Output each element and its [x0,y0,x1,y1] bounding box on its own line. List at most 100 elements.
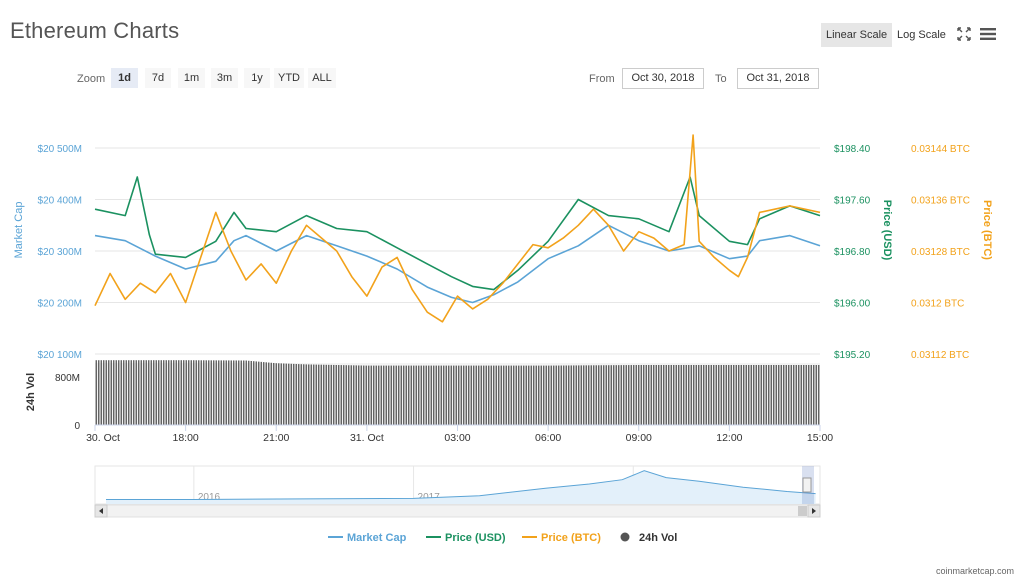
log-scale-button[interactable]: Log Scale [897,29,946,41]
volume-bar [158,360,160,425]
volume-bar [238,360,240,425]
page-title: Ethereum Charts [10,18,180,43]
volume-bar [440,365,442,425]
volume-bar [288,363,290,425]
linear-scale-button[interactable]: Linear Scale [821,23,893,47]
volume-bar [525,365,527,425]
volume-bar [568,365,570,425]
volume-bar [460,365,462,425]
volume-bar [323,364,325,425]
volume-bar [628,365,630,425]
volume-bar [418,365,420,425]
volume-bar [145,360,147,425]
volume-bar [123,360,125,425]
zoom-1y-button[interactable]: 1y [244,68,270,88]
volume-bar [615,365,617,425]
volume-bar [588,365,590,425]
volume-bar [618,365,620,425]
tick-label-price-usd: $195.20 [834,350,871,361]
volume-bar [398,365,400,425]
legend-item-label: Market Cap [347,532,407,544]
volume-bar [200,360,202,425]
range-to-input[interactable]: Oct 31, 2018 [737,68,819,89]
volume-bar [478,365,480,425]
volume-bar [310,364,312,425]
volume-bar [635,365,637,425]
volume-bar [655,365,657,425]
volume-bar [283,363,285,425]
volume-bar [513,365,515,425]
volume-bar [220,360,222,425]
volume-bar [433,365,435,425]
zoom-ytd-button[interactable]: YTD [274,68,304,88]
volume-bar [808,365,810,425]
volume-bar [490,365,492,425]
volume-bar [400,365,402,425]
x-tick-label: 09:00 [626,432,652,444]
volume-bar [133,360,135,425]
zoom-7d-button[interactable]: 7d [145,68,171,88]
tick-label-price-btc: 0.03144 BTC [911,144,970,155]
volume-bar [503,365,505,425]
volume-bar [375,365,377,425]
tick-label-market-cap: $20 300M [38,247,82,258]
volume-bar [575,365,577,425]
volume-bar [443,365,445,425]
volume-bar [313,364,315,425]
range-from-input[interactable]: Oct 30, 2018 [622,68,704,89]
volume-bar [103,360,105,425]
volume-bar [785,365,787,425]
volume-bar [185,360,187,425]
volume-bar [648,365,650,425]
volume-bar [665,365,667,425]
volume-bar [125,360,127,425]
volume-bar [193,360,195,425]
volume-bar [150,360,152,425]
zoom-3m-button[interactable]: 3m [211,68,238,88]
zoom-all-button[interactable]: ALL [308,68,336,88]
fullscreen-icon[interactable] [957,27,971,41]
volume-bar [535,365,537,425]
volume-bar [148,360,150,425]
volume-bar [623,365,625,425]
volume-bar [458,365,460,425]
navigator[interactable]: 201620172018 [94,465,821,518]
zoom-label: Zoom [77,73,106,85]
volume-bar [630,365,632,425]
series-line-price-usd [94,176,821,291]
volume-bar [528,365,530,425]
volume-bar [165,360,167,425]
navigator-scrollbar [94,504,821,518]
zoom-1d-button[interactable]: 1d [111,68,138,88]
range-from-label: From [589,73,615,85]
volume-bar [243,360,245,425]
volume-bar [605,365,607,425]
tick-label-price-usd: $196.00 [834,299,871,310]
gridlines [95,147,820,355]
volume-bar [573,365,575,425]
axis-title-volume: 24h Vol [25,373,37,411]
x-tick-label: 15:00 [807,432,833,444]
volume-bar [340,365,342,425]
credit-text[interactable]: coinmarketcap.com [935,566,1014,576]
volume-bar [713,365,715,425]
volume-bar [483,365,485,425]
hamburger-menu-icon[interactable] [980,27,996,41]
volume-bar [653,365,655,425]
volume-bar [608,365,610,425]
volume-bar [393,365,395,425]
volume-bar [445,365,447,425]
volume-bar [485,365,487,425]
volume-bar [758,365,760,425]
volume-bar [613,365,615,425]
series-lines [94,134,821,323]
volume-bar [180,360,182,425]
volume-bar [345,365,347,425]
volume-bar [198,360,200,425]
volume-bar [710,365,712,425]
volume-bar [100,360,102,425]
volume-bar [438,365,440,425]
zoom-1m-button[interactable]: 1m [178,68,205,88]
volume-bar [670,365,672,425]
